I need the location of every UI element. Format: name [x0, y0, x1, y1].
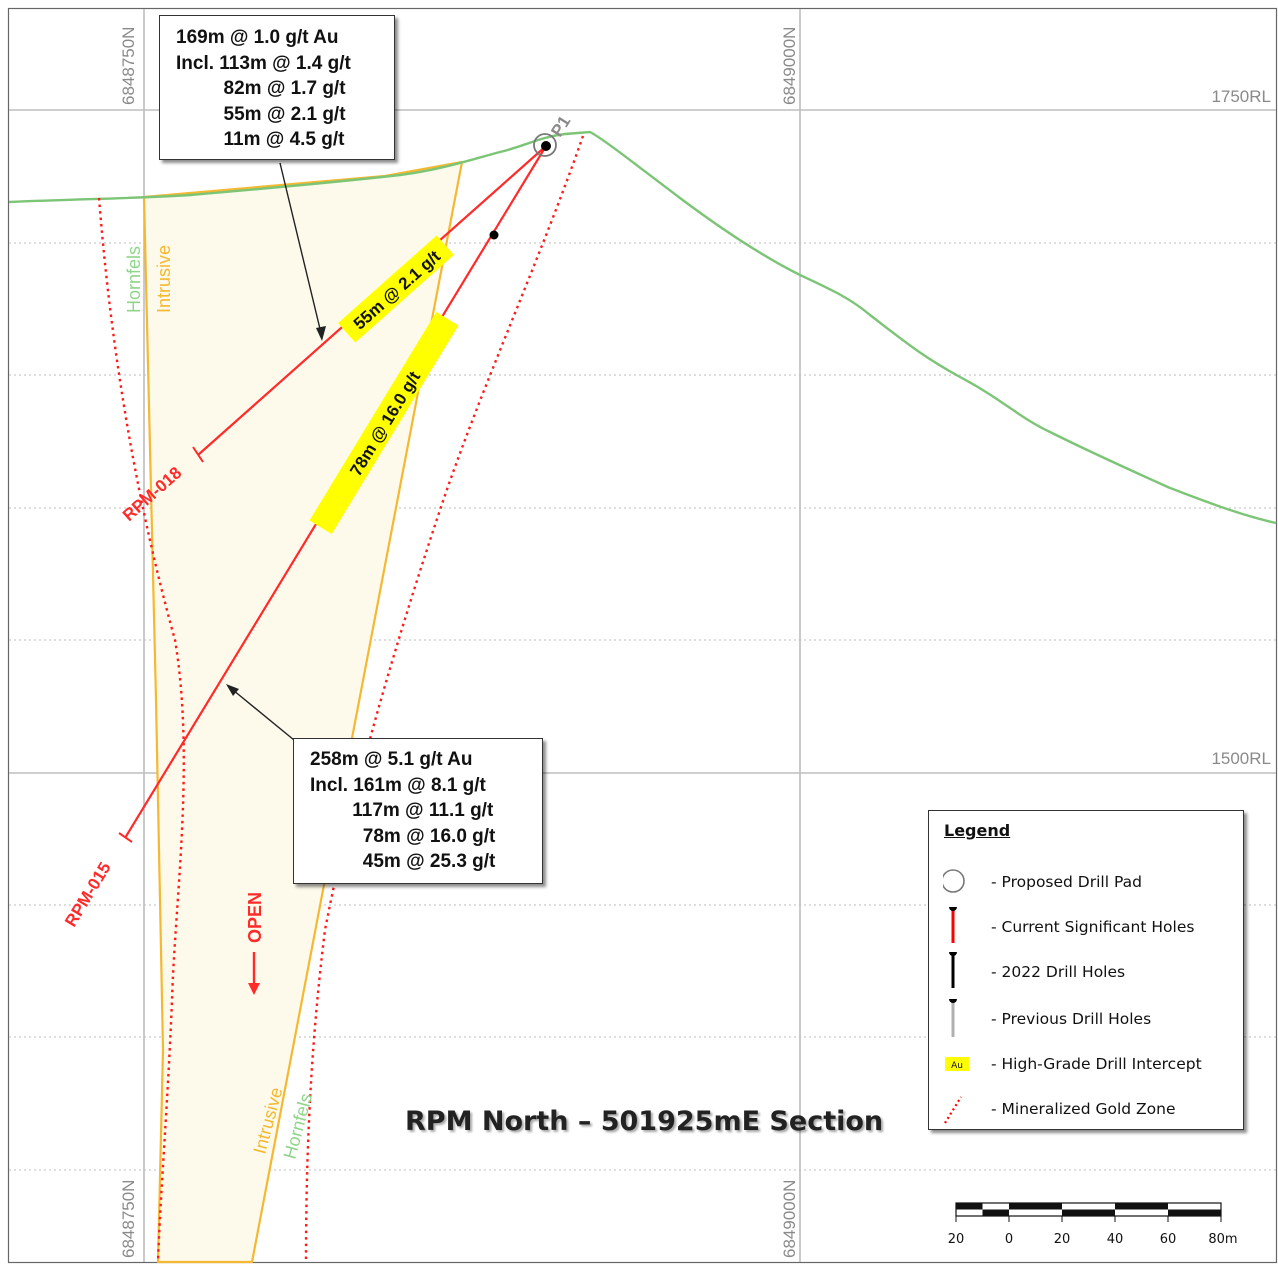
legend-item-proposed-drill-pad: - Proposed Drill Pad	[943, 862, 1233, 902]
open-label: OPEN	[245, 892, 265, 943]
callout-upper-leader	[279, 162, 322, 334]
legend-label: - Current Significant Holes	[991, 918, 1195, 936]
callout-lower-line: 45m @ 25.3 g/t	[310, 851, 496, 872]
drill-hole-2022-icon	[949, 952, 957, 988]
callout-lower-line: 78m @ 16.0 g/t	[310, 825, 496, 847]
northing-label-right-bottom: 6849000N	[780, 1180, 799, 1258]
mineralized-zone-icon	[944, 1096, 962, 1124]
callout-lower-arrow-icon	[226, 684, 239, 696]
northing-label-left-top: 6848750N	[119, 27, 138, 105]
callout-lower-line: Incl. 161m @ 8.1 g/t	[310, 774, 486, 796]
hornfels-label-top: Hornfels	[124, 246, 144, 313]
current-significant-hole-icon	[949, 907, 957, 943]
hole-rpm-018-end-tick	[192, 446, 204, 463]
rl-label-lower: 1500RL	[1211, 749, 1271, 768]
legend-label: - High-Grade Drill Intercept	[991, 1055, 1202, 1073]
mineralized-zone-boundary-right	[304, 135, 585, 1263]
intrusive-label-top: Intrusive	[154, 245, 174, 313]
legend-label: - Previous Drill Holes	[991, 1010, 1152, 1028]
callout-lower-line: 117m @ 11.1 g/t	[310, 800, 494, 821]
callout-upper-line: 11m @ 4.5 g/t	[176, 129, 345, 150]
scale-label-5: 80m	[1208, 1232, 1237, 1247]
legend-label: - Proposed Drill Pad	[991, 873, 1142, 891]
high-grade-swatch-text: Au	[951, 1061, 963, 1071]
scale-label-0: 20	[948, 1232, 965, 1247]
hole-marker-dot	[489, 230, 499, 240]
legend: Legend - Proposed Drill Pad - Current Si…	[928, 810, 1244, 1130]
scale-label-1: 0	[1005, 1232, 1013, 1247]
legend-label: - Mineralized Gold Zone	[991, 1100, 1176, 1118]
collar-dot	[541, 141, 551, 151]
legend-item-current-significant-holes: - Current Significant Holes	[943, 907, 1233, 947]
callout-upper-arrow-icon	[316, 326, 326, 341]
scale-label-2: 20	[1054, 1232, 1071, 1247]
legend-label: - 2022 Drill Holes	[991, 963, 1126, 981]
legend-item-2022-drill-holes: - 2022 Drill Holes	[943, 952, 1233, 992]
callout-upper-intercepts: 169m @ 1.0 g/t Au Incl. 113m @ 1.4 g/t 8…	[159, 15, 395, 160]
scale-label-4: 60	[1160, 1232, 1177, 1247]
legend-title: Legend	[944, 821, 1011, 840]
hole-rpm-015-end-tick	[118, 832, 133, 843]
legend-item-previous-drill-holes: - Previous Drill Holes	[943, 999, 1233, 1039]
topography-line	[8, 130, 1277, 525]
callout-lower-intercepts: 258m @ 5.1 g/t Au Incl. 161m @ 8.1 g/t 1…	[293, 738, 543, 884]
scale-bar: 20 0 20 40 60 80m	[948, 1202, 1238, 1247]
callout-upper-line: 82m @ 1.7 g/t	[176, 78, 346, 99]
scale-label-3: 40	[1107, 1232, 1124, 1247]
section-title: RPM North – 501925mE Section	[405, 1106, 884, 1137]
callout-upper-line: Incl. 113m @ 1.4 g/t	[176, 52, 351, 74]
previous-drill-hole-icon	[949, 999, 957, 1037]
proposed-drill-pad-icon	[943, 869, 965, 893]
legend-item-mineralized-gold-zone: - Mineralized Gold Zone	[943, 1089, 1233, 1129]
open-arrow-head-icon	[248, 983, 260, 995]
northing-label-right-top: 6849000N	[780, 27, 799, 105]
legend-item-high-grade-intercept: Au - High-Grade Drill Intercept	[943, 1044, 1233, 1084]
callout-upper-line: 55m @ 2.1 g/t	[176, 103, 346, 125]
callout-lower-line: 258m @ 5.1 g/t Au	[310, 749, 473, 770]
callout-lower-leader	[232, 689, 295, 741]
proposed-drill-pad-icon	[533, 133, 557, 157]
callout-upper-line: 169m @ 1.0 g/t Au	[176, 27, 339, 48]
rl-label-upper: 1750RL	[1211, 87, 1271, 106]
mineralized-zone-boundary-left	[97, 197, 185, 1263]
northing-label-left-bottom: 6848750N	[119, 1180, 138, 1258]
high-grade-intercept-icon: Au	[945, 1057, 969, 1071]
